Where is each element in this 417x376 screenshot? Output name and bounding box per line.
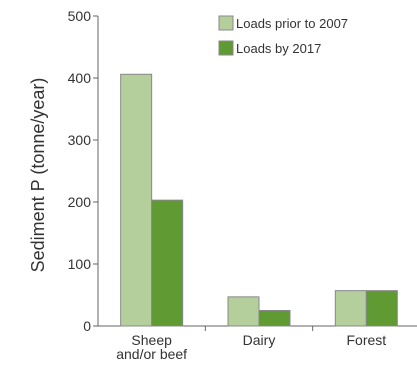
bar: [334, 290, 367, 327]
x-category-label-line: Dairy: [243, 332, 276, 348]
bar: [227, 296, 260, 327]
legend: Loads prior to 2007 Loads by 2017: [218, 15, 348, 56]
bar: [120, 73, 153, 327]
x-category-label: Forest: [346, 332, 386, 348]
bar: [365, 290, 398, 327]
legend-label: Loads by 2017: [236, 41, 321, 56]
y-tick-label: 400: [68, 70, 92, 86]
y-axis-title: Sediment P (tonne/year): [28, 78, 48, 273]
legend-label: Loads prior to 2007: [236, 16, 348, 31]
bar: [258, 310, 291, 327]
y-tick-label: 0: [83, 318, 91, 334]
bar: [151, 199, 184, 327]
y-tick-label: 300: [68, 132, 92, 148]
legend-swatch: [218, 15, 234, 31]
x-category-label: Sheep and/or beef: [116, 332, 187, 362]
y-tick-label: 200: [68, 194, 92, 210]
x-category-label-line: Forest: [346, 332, 386, 348]
y-tick-label: 500: [68, 8, 92, 24]
x-category-label: Dairy: [243, 332, 276, 348]
plot-area: 0 100 200 300 400 500 Sheep and/or beef Dairy For…: [68, 8, 417, 362]
x-category-label-line: and/or beef: [116, 346, 187, 362]
legend-swatch: [218, 40, 234, 56]
y-tick-label: 100: [68, 256, 92, 272]
x-category-label-line: Sheep: [131, 332, 172, 348]
